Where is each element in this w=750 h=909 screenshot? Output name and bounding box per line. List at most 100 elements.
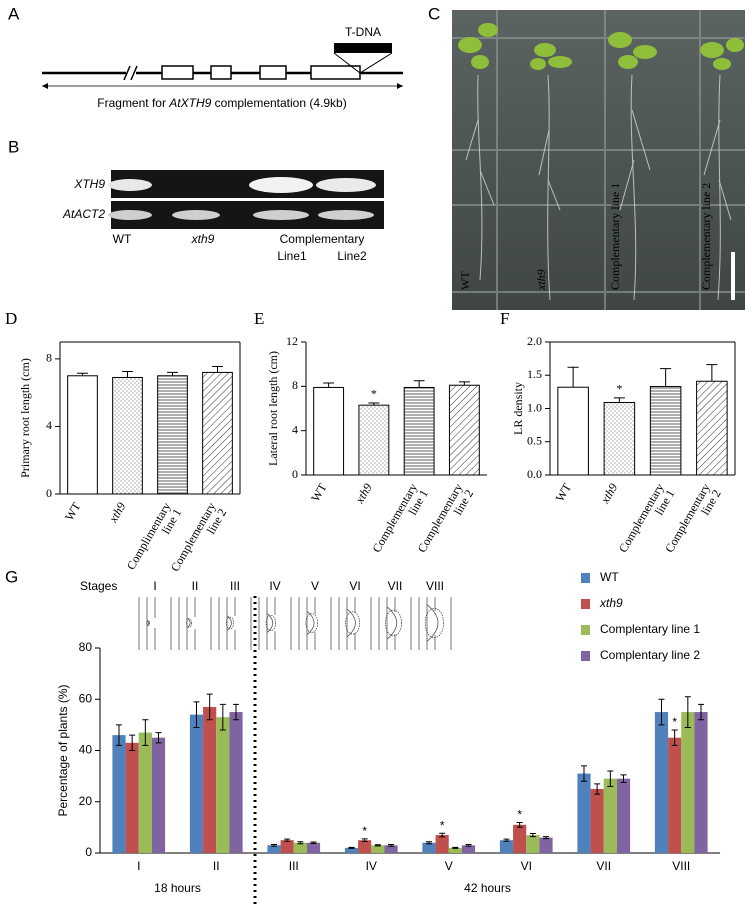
stage-label: II: [192, 579, 199, 593]
error-bar: [529, 833, 536, 838]
group-label: 18 hours: [154, 881, 201, 895]
stage-label: VIII: [426, 579, 444, 593]
panel-label: C: [428, 4, 440, 23]
error-bar: [684, 696, 691, 728]
error-bar: [660, 368, 672, 387]
chart: E Lateral root length (cm) 0 4 8 12 WT xth9Comp…: [254, 309, 487, 555]
error-bar: [698, 703, 705, 721]
legend-swatch: [581, 651, 590, 661]
panel-label: D: [5, 309, 17, 328]
bar: [526, 835, 540, 853]
bar: [499, 840, 514, 853]
bar: [125, 742, 139, 853]
line-label: Complementary line 1: [608, 183, 622, 290]
bar: [461, 845, 476, 853]
line-label: Complementary line 2: [699, 183, 713, 290]
y-tick-label: 1.0: [527, 400, 542, 414]
primordium: [186, 618, 193, 628]
legend-label: Complentary line 1: [600, 622, 700, 636]
y-axis-label: LR density: [511, 382, 525, 435]
bar: [202, 371, 233, 495]
bar: [694, 712, 708, 853]
y-tick-label: 12: [286, 334, 298, 348]
gap: [126, 64, 136, 82]
error-bar: [658, 698, 665, 726]
bar: [616, 778, 631, 853]
stage-sketch: [378, 597, 412, 650]
x-tick-label: III: [289, 859, 299, 873]
caption-part: complementation (4.9kb): [211, 96, 346, 110]
band: [172, 210, 220, 220]
chart: D Primary root length (cm) 0 4 8 WT xth9Compli…: [5, 309, 241, 574]
stage-sketch: [258, 597, 292, 650]
stage-label: III: [230, 579, 240, 593]
panel-c: C WT xth9 Complementary line 1 Complemen…: [428, 4, 745, 310]
group-label: 42 hours: [464, 881, 511, 895]
panel-label: B: [8, 137, 19, 156]
stage-label: I: [153, 579, 156, 593]
band: [249, 177, 313, 193]
scale-bar: [731, 252, 735, 300]
x-tick-label: WT: [308, 480, 330, 504]
error-bar: [233, 703, 240, 721]
x-tick-label: VIII: [672, 859, 690, 873]
break: [123, 65, 131, 81]
bar: [189, 714, 204, 853]
bar: [654, 712, 669, 853]
stage-label: IV: [269, 579, 280, 593]
error-bar: [516, 822, 523, 828]
stage-sketch: [298, 597, 332, 650]
y-tick-label: 8: [46, 351, 52, 365]
caption: Fragment for AtXTH9 complementation (4.9…: [97, 96, 346, 110]
lane-label: WT: [113, 232, 132, 246]
error-bar: [465, 844, 472, 847]
error-bar: [77, 372, 88, 376]
band: [253, 210, 309, 220]
bar: [603, 402, 636, 476]
error-bar: [212, 365, 223, 373]
legend-label: WT: [600, 570, 619, 584]
bar: [358, 404, 390, 476]
legend-label: xth9: [599, 596, 623, 610]
x-tick-label: VII: [596, 859, 611, 873]
bar: [668, 737, 682, 853]
bar: [203, 706, 217, 853]
bar: [649, 386, 682, 476]
panel-a: A T-DNA Fragment for AtXTH9 complementat…: [8, 4, 403, 110]
band: [108, 179, 152, 191]
caption-part: Fragment for: [97, 96, 169, 110]
annotation: *: [362, 824, 367, 838]
t-dna-insert: [333, 52, 393, 74]
x-tick-label: Complementary: [369, 481, 420, 555]
annotation: *: [517, 808, 522, 822]
error-bar: [620, 774, 627, 784]
x-tick-label: VI: [521, 859, 532, 873]
primordium: [225, 616, 235, 630]
bar: [280, 840, 294, 853]
bar: [448, 384, 480, 476]
gene-label: AtACT2: [62, 207, 105, 221]
stage-sketch: [138, 597, 172, 650]
t-dna-bar: [334, 43, 392, 53]
x-tick-label: xth9: [597, 481, 620, 507]
photo: [452, 10, 745, 310]
bar: [267, 845, 281, 853]
exon: [210, 65, 232, 80]
error-bar: [142, 719, 149, 746]
stages-label: Stages: [80, 579, 117, 593]
stage-sketch: [338, 597, 372, 650]
legend-swatch: [581, 573, 590, 583]
roots: [465, 74, 732, 301]
stage-label: V: [311, 579, 319, 593]
bar: [681, 712, 695, 853]
error-bar: [567, 366, 579, 388]
legend-swatch: [581, 599, 590, 609]
caption-part: AtXTH9: [168, 96, 211, 110]
bar: [358, 840, 372, 853]
line-label: WT: [458, 271, 472, 290]
x-tick-label: WT: [553, 480, 575, 504]
x-tick-label: II: [213, 859, 220, 873]
error-bar: [425, 841, 432, 845]
